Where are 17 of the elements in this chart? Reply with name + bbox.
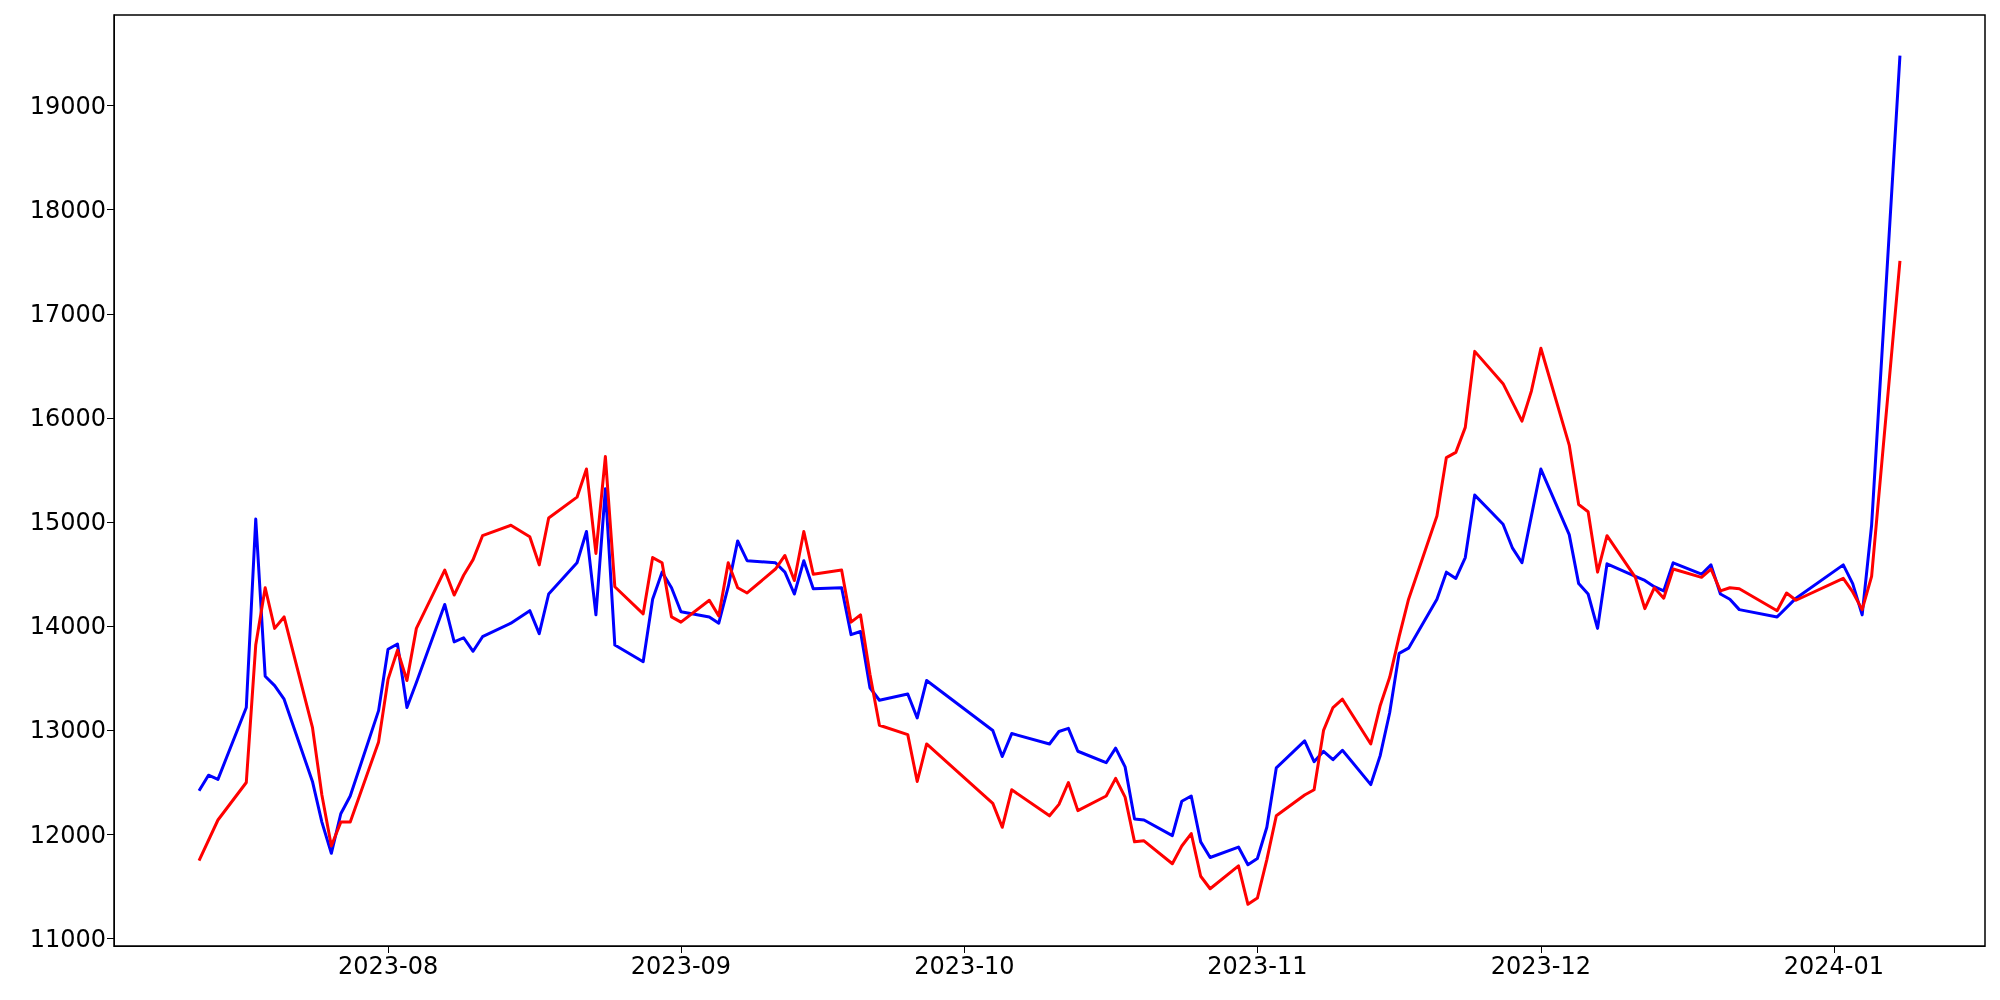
y-tick-label: 17000 xyxy=(29,299,106,328)
x-tick-label: 2023-09 xyxy=(630,952,732,980)
y-tick-label: 15000 xyxy=(29,508,106,537)
y-tick-label: 12000 xyxy=(29,820,106,849)
y-tick-label: 16000 xyxy=(29,404,106,433)
y-tick-label: 18000 xyxy=(29,195,106,224)
line-series xyxy=(197,54,1902,867)
x-tick-label: 2023-11 xyxy=(1207,952,1308,980)
y-tick-label: 11000 xyxy=(29,924,106,953)
y-tick-label: 13000 xyxy=(29,716,106,745)
x-tick-label: 2023-10 xyxy=(914,952,1015,980)
x-tick-label: 2023-08 xyxy=(337,952,439,980)
y-tick-label: 19000 xyxy=(29,91,106,120)
y-tick-label: 14000 xyxy=(29,612,106,641)
x-tick-label: 2023-12 xyxy=(1490,952,1592,980)
x-tick-label: 2024-01 xyxy=(1783,952,1884,980)
line-series xyxy=(197,259,1902,906)
